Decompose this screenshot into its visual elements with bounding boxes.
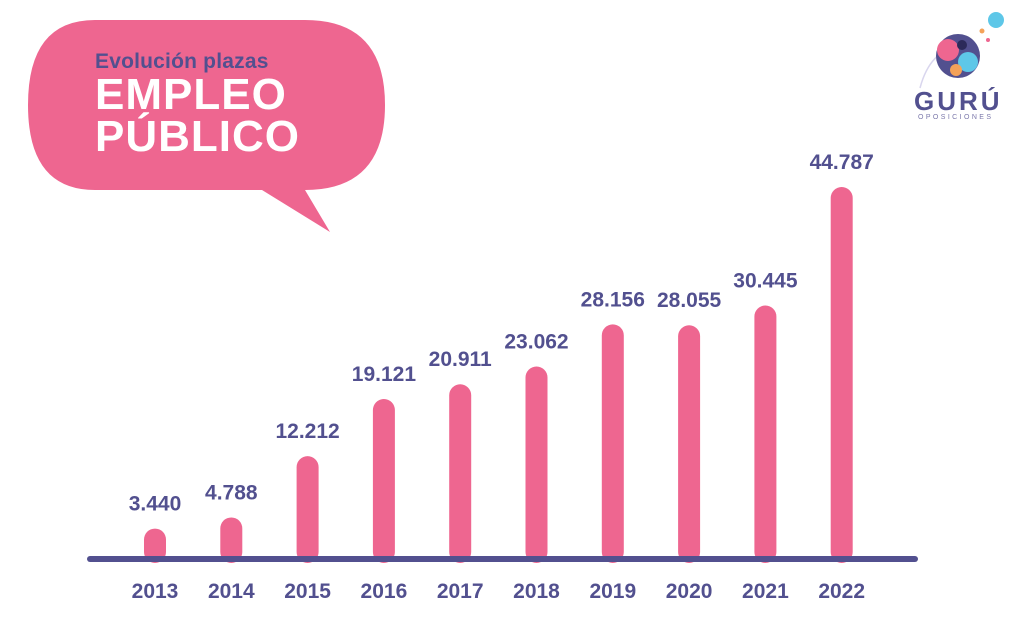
bar-2017 — [449, 384, 472, 563]
x-tick-label-2013: 2013 — [132, 580, 179, 603]
bar-2018 — [525, 366, 548, 563]
x-tick-label-2017: 2017 — [437, 580, 484, 603]
chart-subtitle: Evolución plazas — [95, 50, 269, 73]
guru-logo-icon — [919, 12, 1004, 89]
x-tick-label-2022: 2022 — [818, 580, 865, 603]
bar-2019 — [601, 324, 624, 563]
value-label-2019: 28.156 — [581, 288, 645, 311]
bar-2022 — [830, 187, 853, 563]
logo-tagline: OPOSICIONES — [918, 114, 994, 121]
bar-2014 — [220, 517, 243, 563]
value-label-2017: 20.911 — [429, 348, 492, 371]
speech-bubble — [28, 20, 385, 232]
chart-title-line-1: EMPLEO — [95, 70, 287, 119]
x-tick-label-2020: 2020 — [666, 580, 713, 603]
value-label-2021: 30.445 — [733, 269, 798, 292]
logo-wordmark: GURÚ — [914, 86, 1003, 116]
bar-2020 — [678, 325, 701, 563]
x-tick-label-2021: 2021 — [742, 580, 789, 603]
value-label-2013: 3.440 — [129, 493, 182, 516]
bar-2015 — [296, 456, 319, 563]
x-tick-label-2019: 2019 — [589, 580, 636, 603]
x-tick-label-2015: 2015 — [284, 580, 331, 603]
chart-title-line-2: PÚBLICO — [95, 112, 300, 161]
value-label-2022: 44.787 — [810, 151, 874, 174]
value-label-2014: 4.788 — [205, 481, 258, 504]
x-tick-label-2018: 2018 — [513, 580, 560, 603]
value-label-2020: 28.055 — [657, 289, 722, 312]
bar-2021 — [754, 305, 777, 563]
bubble-title-block: Evolución plazas EMPLEO PÚBLICO — [95, 50, 300, 161]
x-tick-label-2016: 2016 — [361, 580, 408, 603]
value-label-2016: 19.121 — [352, 363, 417, 386]
x-tick-label-2014: 2014 — [208, 580, 255, 603]
bar-2013 — [144, 528, 166, 563]
value-label-2018: 23.062 — [504, 330, 568, 353]
value-label-2015: 12.212 — [275, 420, 339, 443]
bar-2016 — [372, 399, 395, 563]
